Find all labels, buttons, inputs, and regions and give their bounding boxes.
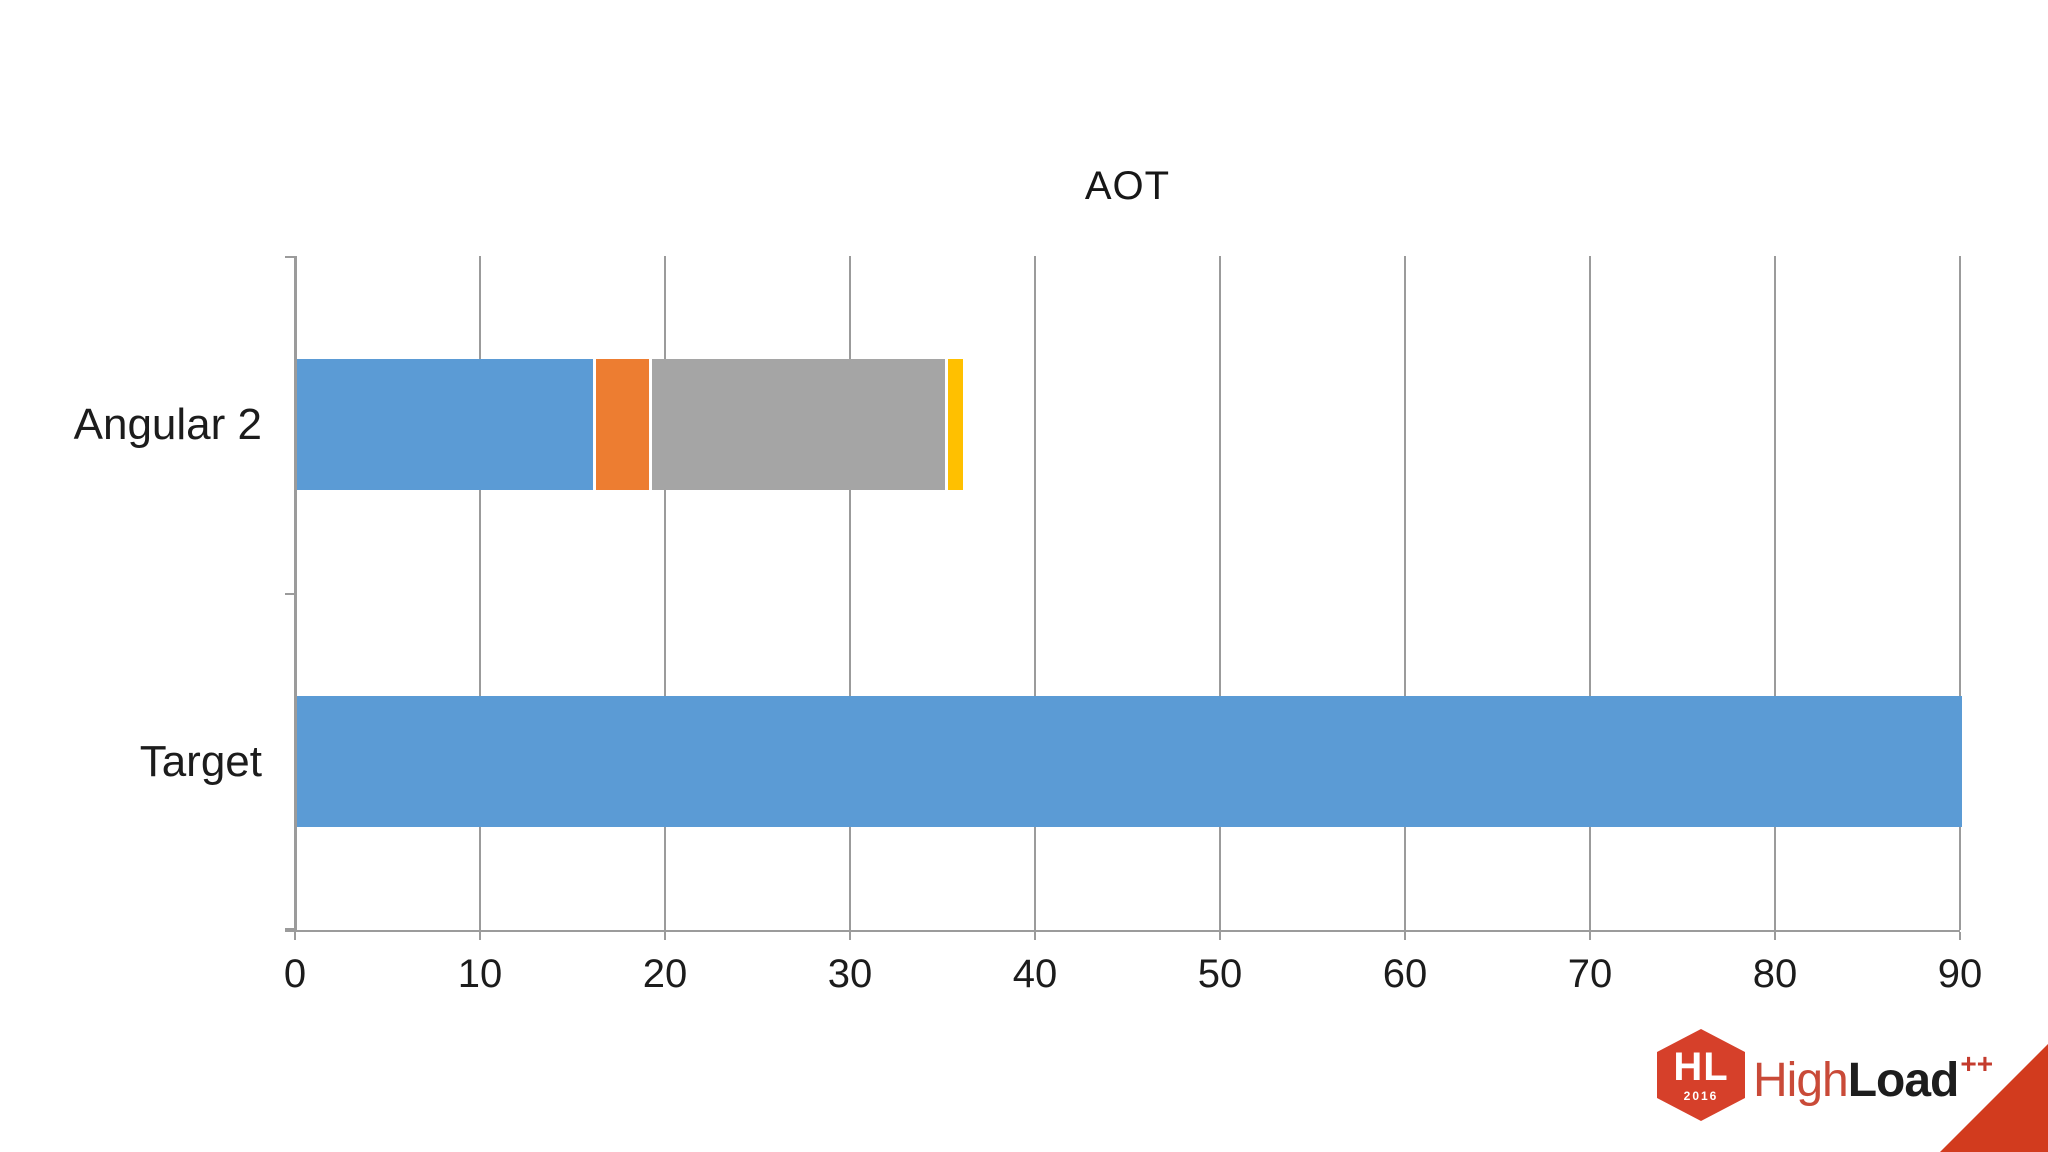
logo-hl-text: HL <box>1673 1045 1729 1089</box>
gridline-60 <box>1404 256 1406 930</box>
x-axis-line <box>285 930 1960 932</box>
x-tick-label-70: 70 <box>1567 952 1613 996</box>
chart-title: AOT <box>1084 164 1171 208</box>
highload-logo-wordmark: HighLoad++ <box>1753 1050 1993 1107</box>
x-axis-tick-60 <box>1404 932 1406 940</box>
logo-year-text: 2016 <box>1683 1089 1719 1103</box>
y-axis-tick-1 <box>285 593 295 595</box>
bar-row-target <box>297 696 1962 827</box>
x-tick-label-50: 50 <box>1197 952 1243 996</box>
x-tick-label-30: 30 <box>827 952 873 996</box>
x-tick-label-0: 0 <box>283 952 307 996</box>
y-axis-line <box>295 256 297 930</box>
y-axis-tick-0 <box>285 256 295 258</box>
y-category-label-target: Target <box>139 736 262 786</box>
x-tick-label-60: 60 <box>1382 952 1428 996</box>
y-axis-tick-2 <box>285 928 295 930</box>
y-category-label-angular-2: Angular 2 <box>73 399 262 449</box>
logo-high-text: High <box>1753 1054 1849 1107</box>
x-axis-tick-20 <box>664 932 666 940</box>
gridline-30 <box>849 256 851 930</box>
x-tick-label-90: 90 <box>1937 952 1983 996</box>
bar-segment-series-3 <box>648 359 945 490</box>
gridline-20 <box>664 256 666 930</box>
x-tick-label-20: 20 <box>642 952 688 996</box>
x-axis-tick-90 <box>1959 932 1961 940</box>
x-axis-tick-70 <box>1589 932 1591 940</box>
bar-segment-series-2 <box>593 359 649 490</box>
gridline-80 <box>1774 256 1776 930</box>
bar-segment-series-4 <box>944 359 963 490</box>
bar-segment-series-1 <box>297 696 1962 827</box>
x-axis-tick-80 <box>1774 932 1776 940</box>
gridline-50 <box>1219 256 1221 930</box>
x-axis-tick-0 <box>294 932 296 940</box>
logo-plusplus-text: ++ <box>1960 1048 1994 1079</box>
logo-load-text: Load <box>1847 1054 1960 1107</box>
bar-row-angular-2 <box>297 359 1962 490</box>
x-tick-label-80: 80 <box>1752 952 1798 996</box>
x-tick-label-40: 40 <box>1012 952 1058 996</box>
gridline-70 <box>1589 256 1591 930</box>
gridline-10 <box>479 256 481 930</box>
x-tick-label-10: 10 <box>457 952 503 996</box>
gridline-40 <box>1034 256 1036 930</box>
plot-area <box>285 256 1962 940</box>
gridline-90 <box>1959 256 1961 930</box>
x-axis-tick-40 <box>1034 932 1036 940</box>
x-axis-tick-10 <box>479 932 481 940</box>
bar-segment-series-1 <box>297 359 593 490</box>
highload-logo-badge: HL 2016 <box>1657 1029 1745 1121</box>
x-axis-tick-50 <box>1219 932 1221 940</box>
x-axis-tick-30 <box>849 932 851 940</box>
